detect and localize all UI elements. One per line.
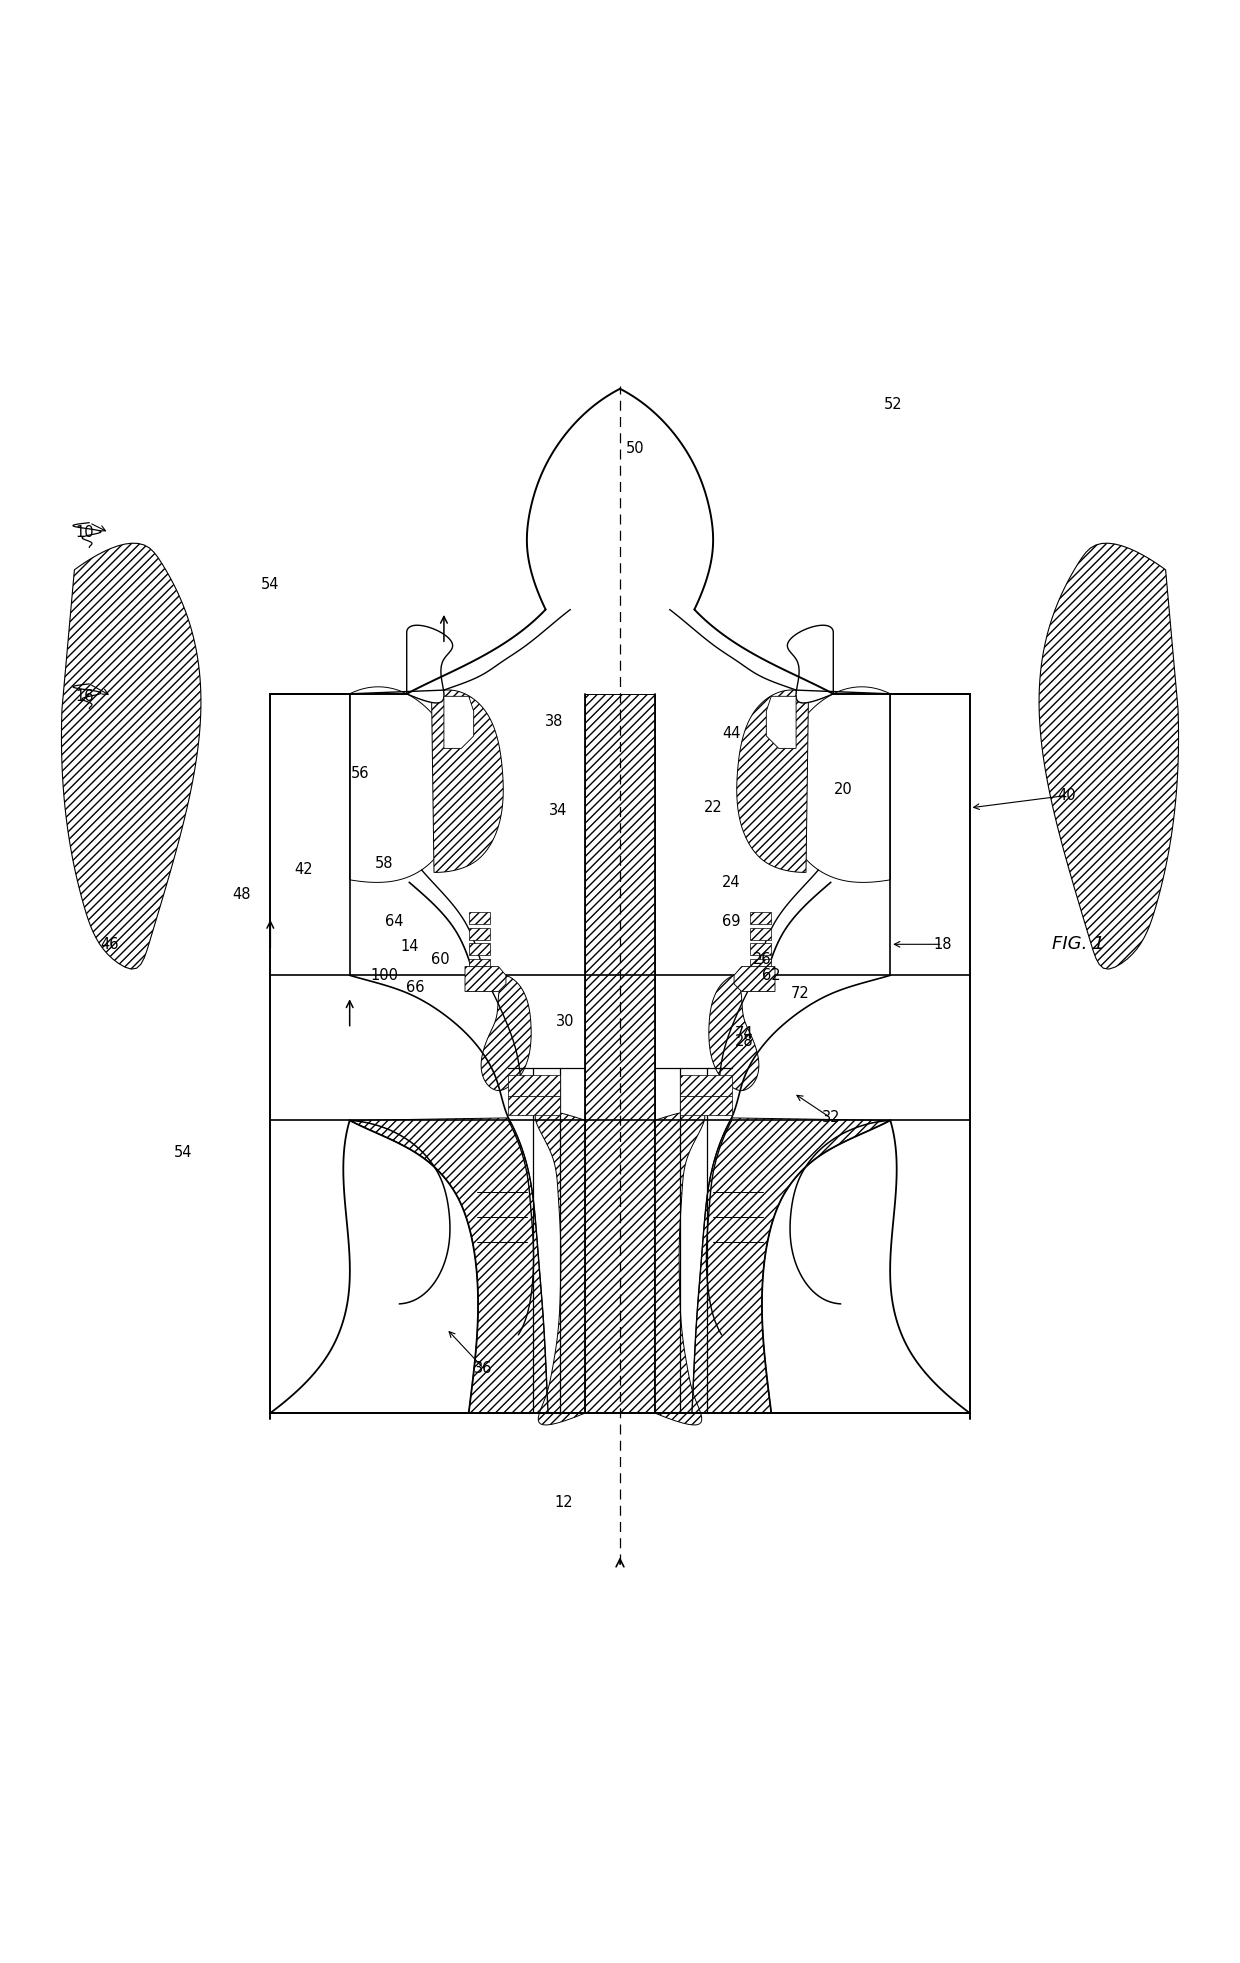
Polygon shape <box>750 974 771 987</box>
Text: 64: 64 <box>386 915 403 928</box>
Polygon shape <box>737 689 808 872</box>
Text: 44: 44 <box>723 726 740 740</box>
Polygon shape <box>750 928 771 940</box>
Polygon shape <box>432 689 503 872</box>
Polygon shape <box>481 976 531 1091</box>
Text: 48: 48 <box>233 887 250 903</box>
Text: 20: 20 <box>833 781 853 797</box>
Polygon shape <box>444 697 474 748</box>
Polygon shape <box>784 687 890 883</box>
Text: 54: 54 <box>175 1144 192 1160</box>
Polygon shape <box>508 1095 560 1115</box>
Polygon shape <box>469 974 490 987</box>
Polygon shape <box>508 1074 560 1095</box>
Text: 12: 12 <box>554 1494 574 1510</box>
Text: 10: 10 <box>74 526 94 540</box>
Polygon shape <box>585 693 655 1413</box>
Polygon shape <box>734 966 775 991</box>
Polygon shape <box>655 1111 704 1425</box>
Polygon shape <box>750 942 771 956</box>
Text: 32: 32 <box>822 1111 839 1125</box>
Polygon shape <box>709 976 759 1091</box>
Text: 72: 72 <box>790 985 810 1001</box>
Text: 100: 100 <box>371 968 398 983</box>
Text: 28: 28 <box>734 1035 754 1048</box>
Text: 46: 46 <box>100 936 118 952</box>
Text: 62: 62 <box>761 968 781 983</box>
Polygon shape <box>750 958 771 972</box>
Polygon shape <box>350 687 456 883</box>
Polygon shape <box>469 928 490 940</box>
Text: 18: 18 <box>934 936 951 952</box>
Text: 69: 69 <box>723 915 740 928</box>
Polygon shape <box>465 966 506 991</box>
Text: 54: 54 <box>262 577 279 593</box>
Text: 40: 40 <box>1056 787 1076 803</box>
Text: 34: 34 <box>549 803 567 819</box>
Text: 14: 14 <box>401 938 418 954</box>
Polygon shape <box>469 913 490 925</box>
Text: 22: 22 <box>703 801 723 815</box>
Text: 60: 60 <box>430 952 450 966</box>
Polygon shape <box>787 626 833 703</box>
Text: 58: 58 <box>376 856 393 872</box>
Polygon shape <box>469 942 490 956</box>
Polygon shape <box>350 1117 548 1413</box>
Text: 66: 66 <box>407 980 424 995</box>
Text: 50: 50 <box>625 442 645 455</box>
Text: 38: 38 <box>546 715 563 728</box>
Text: 16: 16 <box>76 689 93 705</box>
Polygon shape <box>766 697 796 748</box>
Polygon shape <box>680 1074 732 1095</box>
Polygon shape <box>680 1095 732 1115</box>
Text: 74: 74 <box>734 1027 754 1040</box>
Polygon shape <box>62 544 201 970</box>
Text: 56: 56 <box>351 766 368 781</box>
Text: 26: 26 <box>753 952 773 966</box>
Polygon shape <box>750 913 771 925</box>
Polygon shape <box>469 958 490 972</box>
Text: 30: 30 <box>557 1013 574 1029</box>
Polygon shape <box>407 626 453 703</box>
Polygon shape <box>536 1111 585 1425</box>
Text: 42: 42 <box>294 862 314 877</box>
Text: 36: 36 <box>475 1360 492 1376</box>
Text: FIG. 1: FIG. 1 <box>1053 934 1105 954</box>
Polygon shape <box>692 1117 890 1413</box>
Polygon shape <box>1039 544 1178 970</box>
Text: 24: 24 <box>722 875 742 889</box>
Text: 52: 52 <box>883 397 903 412</box>
